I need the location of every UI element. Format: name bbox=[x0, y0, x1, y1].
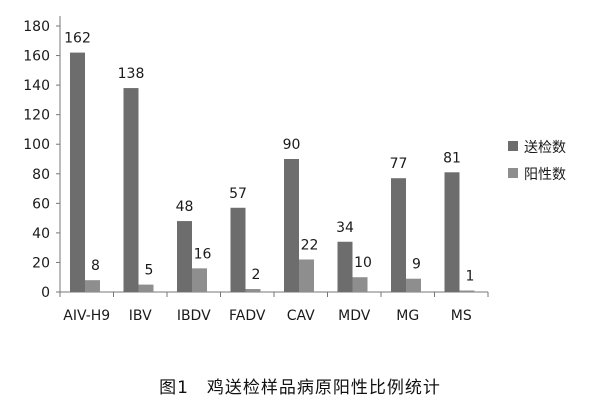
bar-positive bbox=[245, 289, 261, 292]
data-label: 162 bbox=[64, 31, 91, 47]
bar-submitted bbox=[70, 52, 85, 292]
x-tick-label: CAV bbox=[287, 308, 315, 324]
y-tick-label: 20 bbox=[32, 255, 50, 271]
bar-positive bbox=[299, 259, 314, 292]
data-label: 48 bbox=[176, 199, 194, 215]
bar-submitted bbox=[177, 221, 192, 292]
data-label: 16 bbox=[194, 246, 212, 262]
bar-positive bbox=[352, 277, 368, 292]
bar-positive bbox=[459, 290, 475, 292]
data-label: 10 bbox=[354, 255, 372, 271]
bar-submitted bbox=[230, 207, 246, 292]
data-label: 8 bbox=[91, 258, 100, 274]
data-label: 34 bbox=[336, 220, 354, 236]
y-tick-label: 0 bbox=[41, 285, 50, 301]
figure-caption: 图1 鸡送检样品病原阳性比例统计 bbox=[159, 378, 441, 398]
y-tick-label: 80 bbox=[32, 167, 50, 183]
bar-positive bbox=[85, 280, 100, 292]
legend-swatch bbox=[508, 141, 518, 151]
y-tick-label: 180 bbox=[23, 19, 50, 35]
legend-swatch bbox=[508, 168, 518, 178]
bar-chart: 0 20 40 60 80 100 120 140 160 180 AIV-H9 IBV IBDV FAD… bbox=[23, 16, 566, 324]
data-label: 22 bbox=[301, 237, 319, 253]
y-tick-label: 160 bbox=[23, 49, 50, 65]
data-label: 81 bbox=[443, 150, 461, 166]
data-label: 1 bbox=[466, 269, 475, 285]
bar-submitted bbox=[391, 178, 406, 292]
bar-positive bbox=[138, 284, 154, 292]
x-tick-label: IBV bbox=[129, 308, 152, 324]
data-label: 138 bbox=[118, 66, 145, 82]
x-tick-label: MDV bbox=[338, 308, 371, 324]
bar-positive bbox=[192, 268, 207, 292]
y-tick-label: 100 bbox=[23, 137, 50, 153]
x-tick-label: MS bbox=[451, 308, 472, 324]
bar-positive bbox=[406, 278, 421, 292]
y-tick-label: 140 bbox=[23, 78, 50, 94]
y-tick-label: 40 bbox=[32, 226, 50, 242]
data-label: 5 bbox=[145, 263, 154, 279]
x-tick-label: IBDV bbox=[177, 308, 211, 324]
legend-label: 送检数 bbox=[524, 140, 566, 156]
y-tick-label: 120 bbox=[23, 108, 50, 124]
x-tick-label: FADV bbox=[229, 308, 266, 324]
legend-label: 阳性数 bbox=[524, 167, 566, 183]
data-label: 90 bbox=[283, 137, 301, 153]
bar-submitted bbox=[337, 241, 353, 292]
data-label: 77 bbox=[390, 156, 408, 172]
bar-submitted bbox=[284, 159, 299, 292]
bar-submitted bbox=[444, 172, 460, 292]
y-tick-label: 60 bbox=[32, 196, 50, 212]
x-tick-label: AIV-H9 bbox=[63, 308, 110, 324]
data-label: 9 bbox=[412, 257, 421, 273]
x-tick-label: MG bbox=[396, 308, 419, 324]
bar-submitted bbox=[123, 88, 139, 292]
data-label: 2 bbox=[252, 267, 261, 283]
data-label: 57 bbox=[229, 186, 247, 202]
